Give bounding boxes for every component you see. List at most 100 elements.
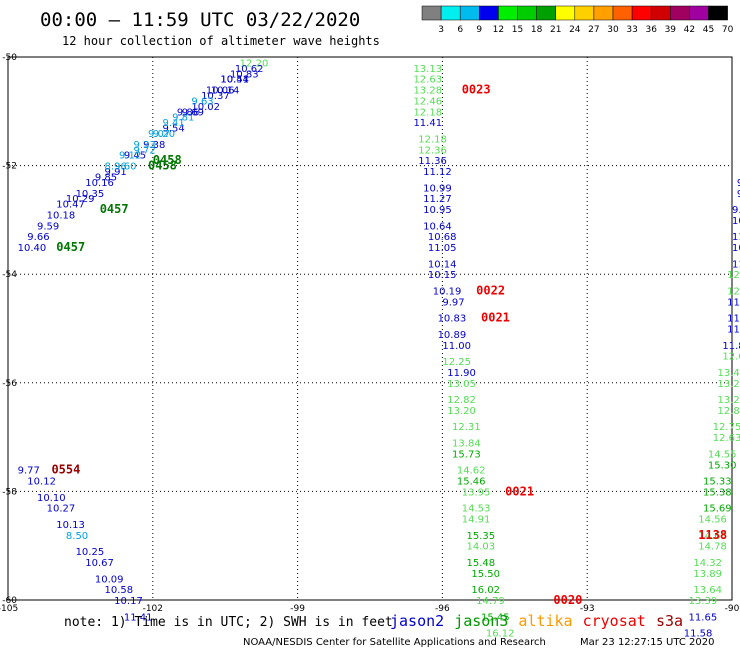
scale-swatch bbox=[536, 5, 556, 21]
latitude-tick-label: -52 bbox=[2, 162, 17, 172]
latitude-tick-label: -50 bbox=[2, 53, 17, 63]
scale-swatch bbox=[459, 5, 480, 21]
wave-height-value: 10.47 bbox=[56, 200, 85, 211]
wave-height-value: 11.12 bbox=[423, 167, 452, 178]
page-subtitle: 12 hour collection of altimeter wave hei… bbox=[62, 34, 380, 48]
track-track-e: 8.969.129.339.079.419.869.6310.0610.4410… bbox=[105, 64, 264, 173]
wave-height-value: 14.56 bbox=[698, 515, 727, 526]
wave-height-value: 10.13 bbox=[56, 520, 85, 531]
wave-height-value: 13.39 bbox=[689, 596, 718, 607]
time-label: 1138 bbox=[698, 528, 727, 542]
scale-label: 30 bbox=[607, 25, 619, 35]
scale-swatch bbox=[689, 5, 709, 21]
scale-label: 12 bbox=[493, 25, 504, 35]
scale-swatch bbox=[555, 5, 576, 21]
scale-swatch bbox=[650, 5, 671, 21]
time-label: 0458 bbox=[148, 159, 177, 173]
wave-height-value: 13.43 bbox=[718, 368, 740, 379]
wave-height-value: 12.63 bbox=[413, 75, 442, 86]
wave-height-value: 12.20 bbox=[240, 58, 269, 69]
wave-height-value: 15.30 bbox=[708, 460, 737, 471]
wave-height-value: 15.45 bbox=[481, 612, 510, 623]
wave-height-value: 12.82 bbox=[447, 395, 476, 406]
wave-height-value: 10.27 bbox=[47, 504, 76, 515]
longitude-tick-label: -105 bbox=[0, 604, 18, 614]
longitude-tick-label: -90 bbox=[725, 604, 740, 614]
wave-height-value: 14.62 bbox=[457, 466, 486, 477]
footer-timestamp: Mar 23 12:27:15 UTC 2020 bbox=[580, 637, 715, 648]
wave-height-value: 11.95 bbox=[732, 259, 740, 270]
wave-height-value: 12.75 bbox=[713, 422, 740, 433]
wave-height-value: 10.12 bbox=[732, 216, 740, 227]
wave-height-value: 11.65 bbox=[689, 612, 718, 623]
wave-height-value: 15.33 bbox=[703, 477, 732, 488]
footer-note: note: 1) Time is in UTC; 2) SWH is in fe… bbox=[64, 615, 393, 630]
scale-label: 45 bbox=[703, 25, 714, 35]
wave-height-value: 11.85 bbox=[722, 341, 740, 352]
wave-height-value: 15.73 bbox=[452, 449, 481, 460]
satellite-legend: jason2 jason3 altika cryosat s3a bbox=[390, 612, 683, 630]
wave-height-value: 10.83 bbox=[230, 69, 259, 80]
wave-height-value: 10.14 bbox=[211, 86, 240, 97]
wave-height-value: 15.35 bbox=[467, 531, 496, 542]
wave-height-value: 10.14 bbox=[428, 259, 457, 270]
wave-height-value: 8.96 bbox=[105, 162, 127, 173]
wave-height-value: 10.44 bbox=[220, 75, 249, 86]
wave-height-value: 9.77 bbox=[18, 466, 40, 477]
wave-height-value: 12.18 bbox=[413, 107, 442, 118]
scale-swatch bbox=[440, 5, 461, 21]
wave-height-value: 11.58 bbox=[684, 629, 713, 640]
scale-label: 70 bbox=[722, 25, 734, 35]
longitude-tick-label: -102 bbox=[143, 604, 163, 614]
wave-height-value: 9.07 bbox=[148, 129, 170, 140]
wave-height-value: 14.68 bbox=[698, 531, 727, 542]
wave-height-value: 10.58 bbox=[105, 585, 134, 596]
wave-height-value: 10.69 bbox=[732, 243, 740, 254]
wave-height-value: 14.55 bbox=[708, 449, 737, 460]
wave-height-value: 9.37 bbox=[737, 189, 740, 200]
latitude-tick-label: -56 bbox=[2, 379, 17, 389]
wave-height-value: 11.05 bbox=[428, 243, 457, 254]
scale-label: 15 bbox=[512, 25, 523, 35]
wave-height-value: 10.89 bbox=[438, 330, 467, 341]
wave-height-value: 15.38 bbox=[703, 487, 732, 498]
wave-height-value: 11.44 bbox=[732, 232, 740, 243]
wave-height-value: 10.99 bbox=[423, 183, 452, 194]
wave-height-value: 12.18 bbox=[418, 134, 447, 145]
wave-height-value: 9.41 bbox=[162, 118, 184, 129]
wave-height-value: 10.95 bbox=[423, 205, 452, 216]
wave-height-value: 10.68 bbox=[428, 232, 457, 243]
scale-swatch bbox=[479, 5, 499, 21]
wave-height-value: 10.64 bbox=[423, 221, 452, 232]
wave-height-value: 10.02 bbox=[191, 102, 220, 113]
latitude-ticks: -50 -52 -54 -56 -58 -60 bbox=[2, 53, 17, 606]
wave-height-value: 15.69 bbox=[703, 504, 732, 515]
scale-label: 6 bbox=[457, 25, 463, 35]
wave-height-value: 12.31 bbox=[452, 422, 481, 433]
wave-height-value: 9.59 bbox=[37, 221, 59, 232]
wave-height-value: 9.81 bbox=[172, 113, 194, 124]
scale-label: 21 bbox=[550, 25, 561, 35]
wave-height-value: 14.32 bbox=[693, 558, 722, 569]
latitude-tick-label: -54 bbox=[2, 270, 17, 280]
wave-height-value: 14.91 bbox=[462, 515, 491, 526]
time-label: 0458 bbox=[153, 153, 182, 167]
scale-label: 33 bbox=[626, 25, 637, 35]
wave-height-value: 12.01 bbox=[727, 286, 740, 297]
longitude-ticks: -105 -102 -99 -96 -93 -90 bbox=[0, 604, 740, 614]
time-label: 0457 bbox=[56, 240, 85, 254]
wave-height-value: 8.50 bbox=[66, 531, 88, 542]
scale-label: 3 bbox=[438, 25, 444, 35]
wave-height-value: 9.63 bbox=[191, 96, 213, 107]
scale-swatch bbox=[517, 5, 537, 21]
wave-height-value: 12.36 bbox=[418, 145, 447, 156]
wave-height-value: 15.50 bbox=[471, 569, 500, 580]
wave-height-value: 11.25 bbox=[727, 314, 740, 325]
wave-height-value: 9.66 bbox=[27, 232, 49, 243]
wave-height-value: 9.86 bbox=[177, 107, 199, 118]
wave-height-value: 9.20 bbox=[153, 129, 175, 140]
legend-altika: altika bbox=[518, 612, 572, 630]
time-label: 0020 bbox=[553, 593, 582, 607]
time-label: 0022 bbox=[476, 283, 505, 297]
